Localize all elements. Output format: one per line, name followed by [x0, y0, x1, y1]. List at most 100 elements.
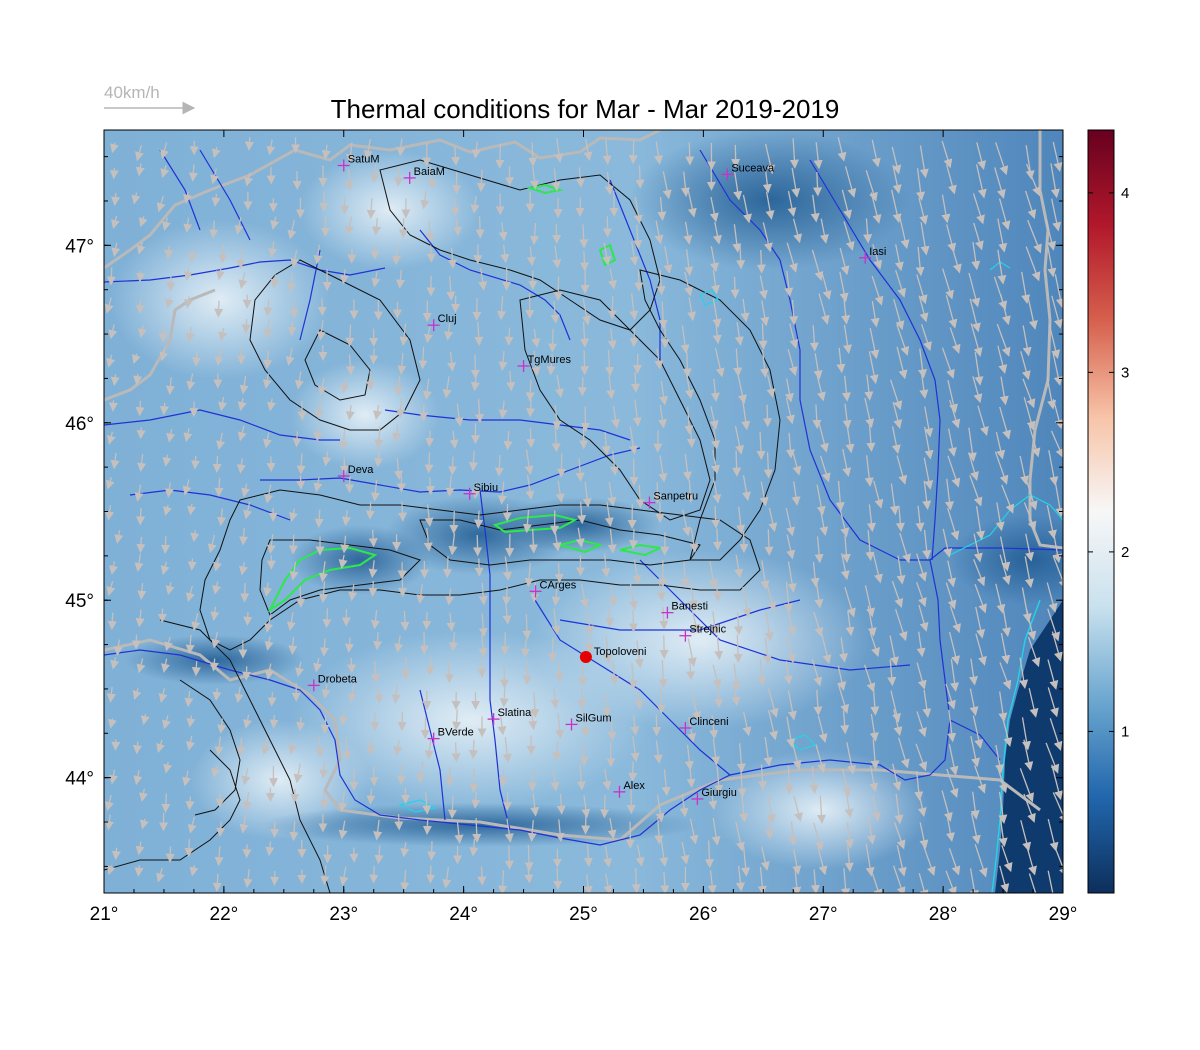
wind-arrow-icon — [916, 711, 927, 738]
wind-arrow-icon — [887, 659, 897, 687]
wind-arrow-icon — [948, 848, 961, 876]
wind-arrow-icon — [113, 639, 123, 656]
wind-arrow-icon — [687, 189, 697, 218]
wind-arrow-icon — [531, 328, 541, 348]
wind-arrow-icon — [950, 659, 960, 692]
wind-arrow-icon — [500, 632, 510, 656]
wind-arrows — [104, 136, 1063, 893]
wind-arrow-icon — [712, 321, 722, 345]
wind-arrow-icon — [191, 661, 201, 677]
wind-arrow-icon — [869, 327, 880, 360]
wind-arrow-icon — [209, 220, 219, 239]
wind-arrow-icon — [520, 638, 530, 658]
wind-arrow-icon — [684, 406, 694, 435]
map-area: SatuM BaiaM Suceava Iasi Cluj TgMures Deva Sibi… — [104, 130, 1063, 893]
wind-arrow-icon — [478, 267, 488, 291]
wind-arrow-icon — [158, 688, 168, 703]
wind-arrow-icon — [1051, 295, 1063, 329]
wind-arrow-icon — [397, 501, 407, 522]
wind-arrow-icon — [526, 399, 536, 418]
wind-arrow-icon — [160, 536, 171, 554]
city-suceava: Suceava — [721, 162, 775, 181]
wind-arrow-icon — [396, 763, 406, 785]
wind-arrow-icon — [757, 658, 767, 686]
wind-arrow-icon — [659, 635, 669, 660]
wind-arrow-icon — [106, 431, 116, 445]
wind-arrow-icon — [945, 683, 956, 710]
wind-arrow-icon — [945, 870, 957, 893]
wind-arrow-icon — [552, 404, 562, 431]
wind-arrow-icon — [709, 405, 719, 430]
wind-arrow-icon — [370, 480, 380, 502]
city-iasi: Iasi — [859, 246, 886, 264]
wind-arrow-icon — [577, 501, 587, 525]
wind-arrow-icon — [768, 507, 778, 533]
wind-arrow-icon — [237, 398, 247, 412]
wind-arrow-icon — [949, 327, 961, 354]
wind-arrow-icon — [894, 793, 904, 825]
city-cluj: Cluj — [427, 313, 457, 332]
wind-arrow-icon — [916, 168, 926, 202]
wind-arrow-icon — [947, 428, 957, 457]
wind-arrow-icon — [792, 451, 802, 476]
wind-arrow-icon — [472, 817, 482, 844]
wind-arrow-icon — [820, 455, 831, 483]
wind-arrow-icon — [691, 692, 701, 721]
wind-arrow-icon — [659, 607, 669, 630]
city-label: SatuM — [348, 153, 380, 165]
wind-arrow-icon — [843, 221, 855, 251]
wind-arrow-icon — [714, 765, 724, 795]
wind-arrow-icon — [450, 198, 460, 217]
wind-arrow-icon — [156, 739, 165, 754]
wind-arrow-icon — [345, 324, 355, 347]
wind-arrow-icon — [267, 692, 277, 707]
city-slatina: Slatina — [487, 707, 532, 726]
wind-arrow-icon — [285, 348, 295, 366]
wind-arrow-icon — [731, 683, 741, 707]
wind-arrow-icon — [712, 221, 722, 245]
wind-arrow-icon — [554, 562, 564, 584]
wind-arrow-icon — [871, 275, 884, 306]
wind-arrow-icon — [787, 349, 798, 377]
wind-arrow-icon — [296, 586, 306, 609]
wind-arrow-icon — [923, 457, 934, 490]
wind-arrow-icon — [449, 631, 459, 652]
wind-arrow-icon — [106, 581, 116, 596]
wind-arrow-icon — [339, 429, 349, 451]
wind-arrow-icon — [609, 660, 619, 686]
wind-arrow-icon — [137, 453, 147, 473]
wind-arrow-icon — [297, 400, 307, 421]
wind-arrow-icon — [215, 267, 225, 281]
wind-arrow-icon — [1047, 870, 1054, 893]
wind-arrow-icon — [214, 477, 224, 497]
wind-arrow-icon — [114, 530, 124, 544]
wind-arrow-icon — [868, 351, 879, 385]
wind-arrow-icon — [344, 169, 354, 191]
wind-arrow-icon — [844, 843, 854, 872]
wind-arrow-icon — [975, 164, 987, 199]
wind-arrow-icon — [920, 222, 930, 256]
wind-arrow-icon — [869, 632, 880, 658]
wind-arrow-icon — [810, 194, 820, 223]
x-tick-label: 22° — [210, 904, 239, 925]
wind-arrow-icon — [478, 613, 488, 638]
wind-arrow-icon — [630, 736, 640, 763]
wind-arrow-icon — [553, 276, 563, 302]
wind-arrow-icon — [345, 216, 355, 236]
wind-arrow-icon — [816, 795, 827, 825]
wind-arrow-icon — [654, 816, 664, 845]
wind-arrow-icon — [893, 298, 905, 331]
wind-arrow-icon — [160, 142, 169, 160]
wind-arrow-icon — [607, 295, 617, 320]
wind-arrow-icon — [132, 688, 142, 701]
wind-arrow-icon — [660, 872, 670, 893]
wind-arrow-icon — [373, 448, 384, 468]
wind-arrow-icon — [810, 561, 820, 588]
wind-arrow-icon — [786, 716, 796, 748]
wind-arrow-icon — [682, 509, 692, 537]
station-marker: Topoloveni — [579, 646, 646, 664]
wind-arrow-icon — [135, 841, 145, 856]
wind-arrow-icon — [212, 581, 222, 595]
wind-arrow-icon — [812, 404, 822, 430]
wind-arrow-icon — [736, 743, 746, 773]
